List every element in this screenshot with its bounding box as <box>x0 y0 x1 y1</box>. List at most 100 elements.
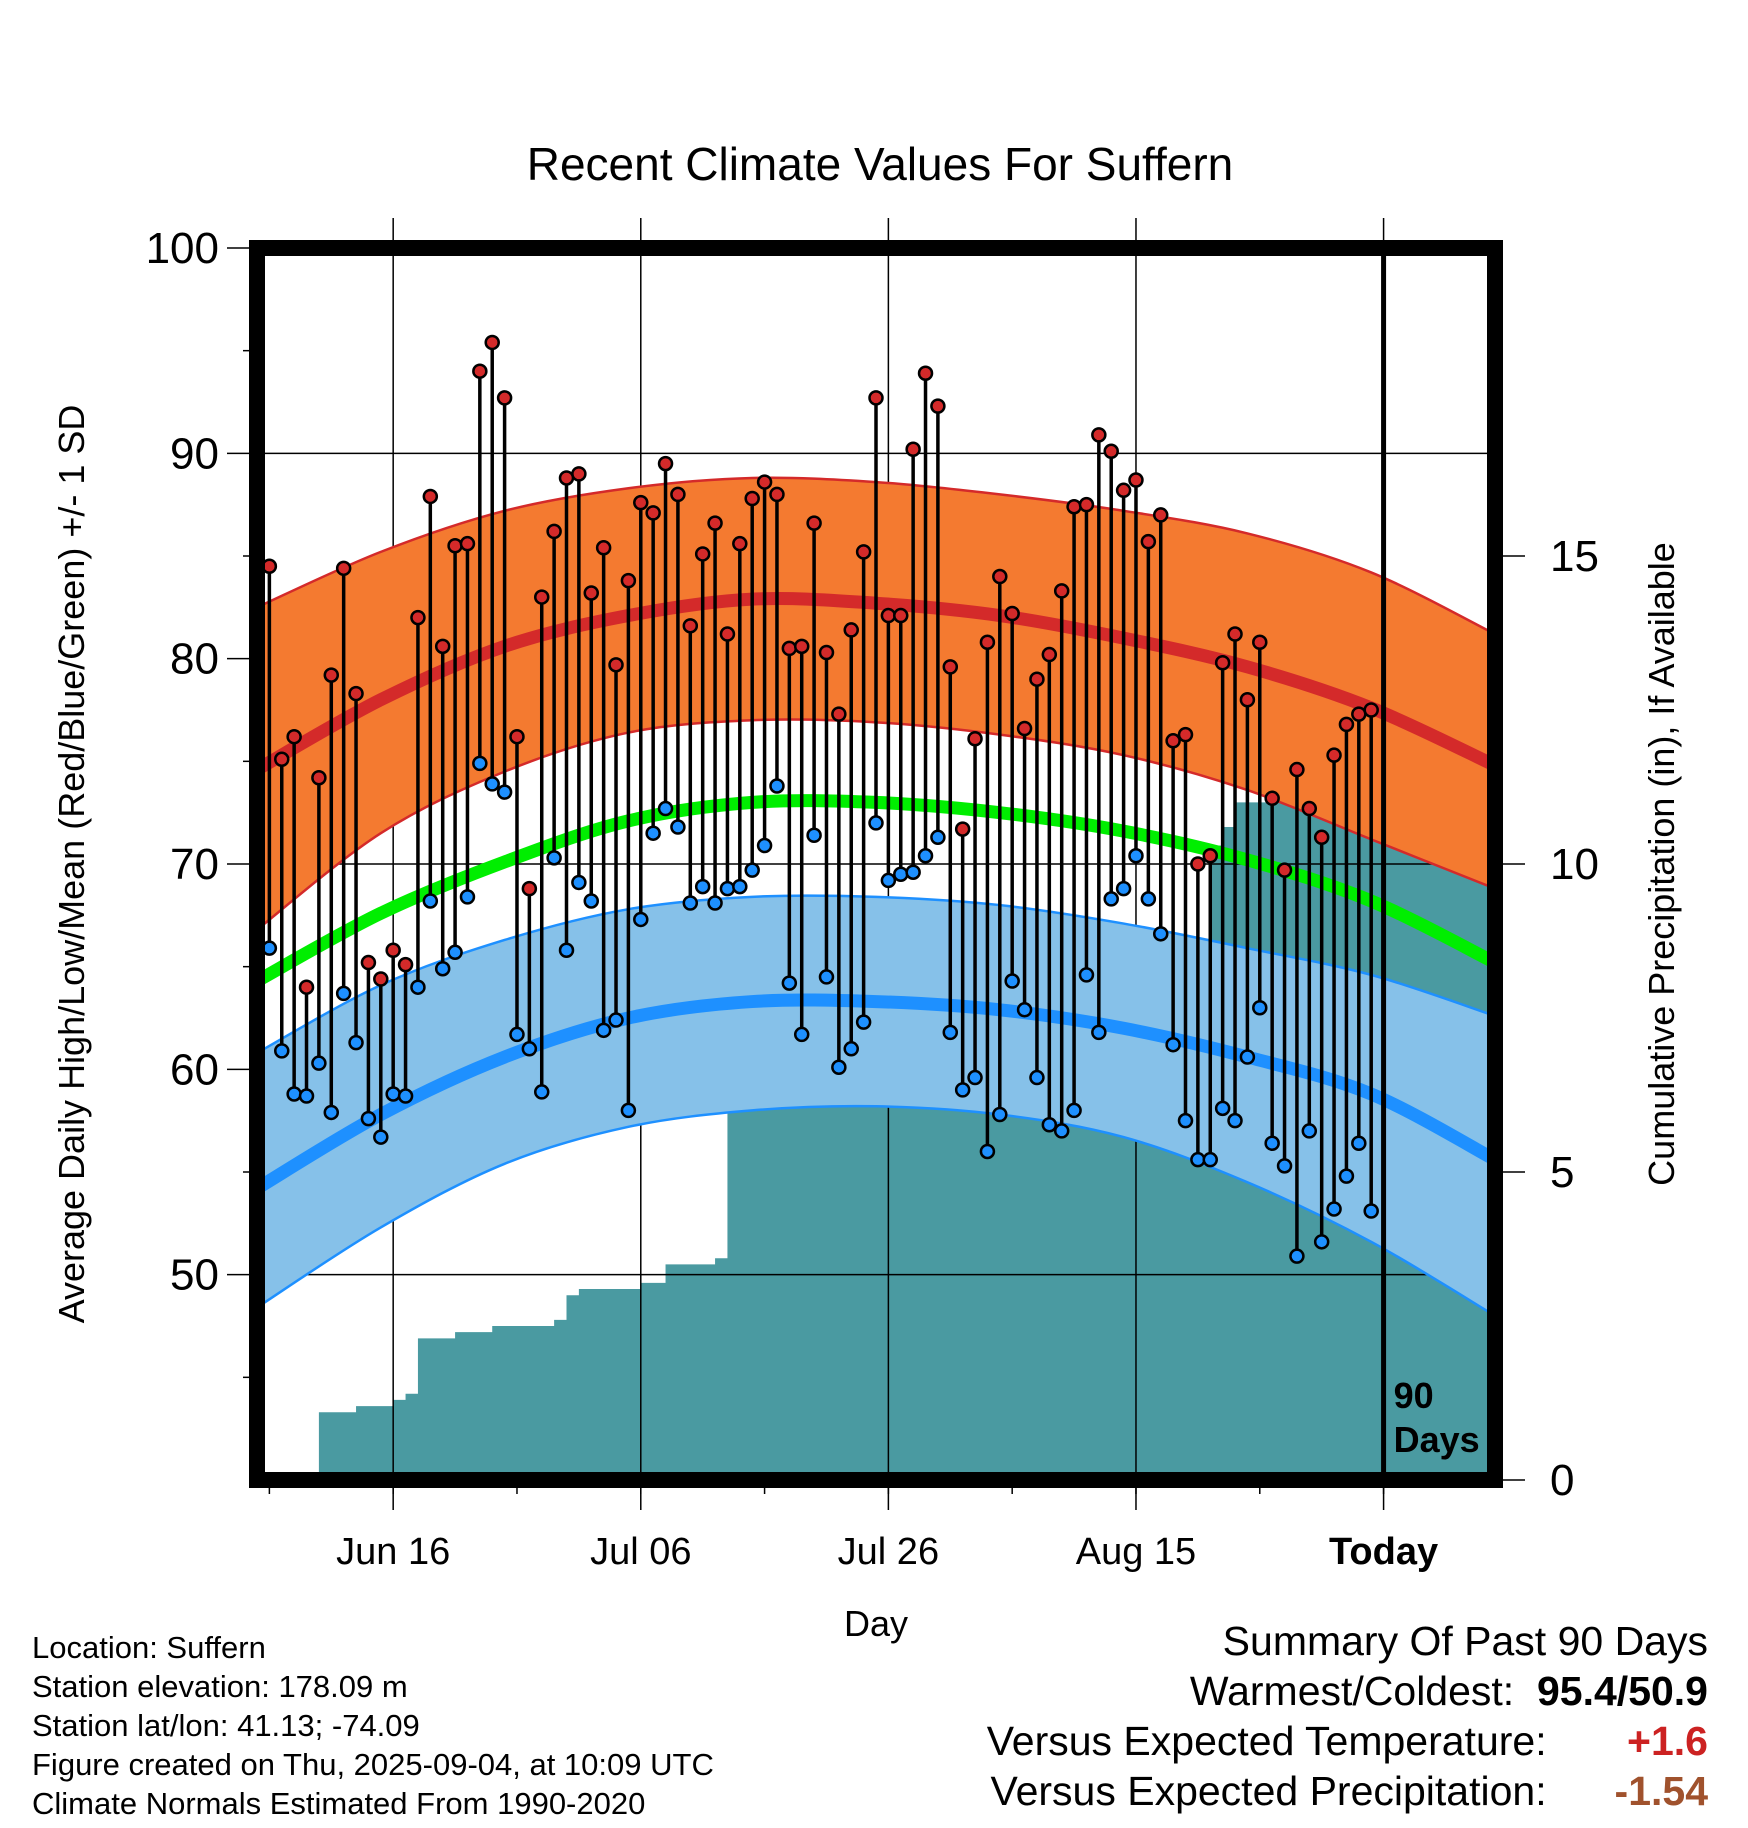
x-tick-label: Jul 26 <box>838 1531 939 1573</box>
low-point <box>311 1055 327 1071</box>
low-point <box>1165 1036 1181 1053</box>
low-point <box>1276 1158 1293 1174</box>
high-point <box>434 638 451 655</box>
high-point <box>942 659 959 675</box>
high-point <box>373 971 389 987</box>
low-point <box>1029 1069 1045 1086</box>
high-point <box>1041 646 1058 663</box>
low-point <box>459 889 476 905</box>
high-point <box>385 942 401 958</box>
high-point <box>509 728 525 745</box>
high-point <box>298 979 315 995</box>
x-tick-label: Jun 16 <box>336 1531 450 1573</box>
low-point <box>769 778 785 794</box>
high-point <box>682 618 699 634</box>
low-point <box>893 866 909 883</box>
high-point <box>1264 790 1280 807</box>
high-point <box>917 365 934 382</box>
high-point <box>323 667 340 683</box>
low-point <box>855 1014 872 1030</box>
high-point <box>979 634 996 650</box>
high-point <box>1252 634 1268 650</box>
low-point <box>620 1102 637 1119</box>
y2-axis-label: Cumulative Precipitation (in), If Availa… <box>1641 542 1682 1186</box>
high-point <box>1152 507 1169 523</box>
low-point <box>558 942 575 958</box>
low-point <box>1363 1203 1379 1219</box>
high-point <box>1301 800 1318 817</box>
high-point <box>1289 761 1305 778</box>
high-point <box>769 486 785 503</box>
y-tick-label: 100 <box>146 224 219 273</box>
low-point <box>930 829 946 846</box>
high-point <box>1351 706 1367 722</box>
x-tick-label: Today <box>1329 1531 1438 1573</box>
low-point <box>533 1084 550 1100</box>
low-point <box>682 895 699 911</box>
high-point <box>1338 716 1355 733</box>
low-point <box>744 862 760 878</box>
high-point <box>1202 848 1219 864</box>
high-point <box>992 568 1008 585</box>
low-point <box>756 837 773 854</box>
low-point <box>694 878 711 895</box>
high-point <box>694 546 711 562</box>
low-point <box>1177 1112 1194 1129</box>
low-point <box>917 848 934 864</box>
low-point <box>1239 1049 1256 1065</box>
low-point <box>335 985 352 1002</box>
high-point <box>930 398 946 414</box>
high-point <box>793 638 810 655</box>
low-point <box>1264 1135 1280 1152</box>
high-point <box>496 390 513 406</box>
low-point <box>633 911 649 928</box>
high-point <box>843 622 859 638</box>
low-point <box>447 944 463 961</box>
high-point <box>546 523 562 540</box>
today-days-count: 90 <box>1394 1375 1434 1416</box>
low-point <box>410 979 426 995</box>
y2-tick-label: 5 <box>1550 1148 1574 1197</box>
low-point <box>967 1069 983 1086</box>
low-point <box>1016 1002 1033 1018</box>
low-point <box>286 1086 302 1102</box>
high-point <box>1053 583 1070 599</box>
today-days-label: Days <box>1394 1419 1480 1460</box>
low-point <box>1252 999 1268 1016</box>
low-point <box>373 1129 389 1145</box>
low-point <box>979 1143 996 1160</box>
latlon-text: Station lat/lon: 41.13; -74.09 <box>32 1708 420 1743</box>
low-point <box>571 874 587 891</box>
low-point <box>1289 1248 1305 1264</box>
high-point <box>1078 496 1095 513</box>
low-point <box>298 1088 315 1104</box>
y-tick-label: 80 <box>170 635 219 684</box>
high-point <box>954 821 971 837</box>
low-point <box>1202 1151 1219 1168</box>
x-tick-label: Aug 15 <box>1076 1531 1196 1573</box>
high-point <box>781 640 798 657</box>
high-point <box>1276 862 1293 878</box>
high-point <box>719 626 736 642</box>
elevation-text: Station elevation: 178.09 m <box>32 1669 408 1704</box>
low-point <box>521 1041 538 1057</box>
low-point <box>806 827 822 844</box>
low-point <box>1338 1168 1355 1184</box>
high-point <box>397 956 414 973</box>
high-point <box>868 390 884 406</box>
low-point <box>670 819 686 835</box>
high-point <box>447 537 463 554</box>
high-point <box>311 770 327 786</box>
y-tick-label: 50 <box>170 1251 219 1300</box>
chart-title: Recent Climate Values For Suffern <box>527 138 1234 190</box>
low-point <box>657 800 674 817</box>
precip-departure-value: -1.54 <box>1614 1768 1708 1814</box>
low-point <box>868 815 884 831</box>
low-point <box>274 1043 290 1059</box>
low-point <box>1041 1117 1058 1133</box>
high-point <box>1016 720 1033 737</box>
high-point <box>595 540 612 556</box>
high-point <box>1177 726 1194 743</box>
y2-tick-label: 15 <box>1550 532 1599 581</box>
high-point <box>533 589 550 605</box>
